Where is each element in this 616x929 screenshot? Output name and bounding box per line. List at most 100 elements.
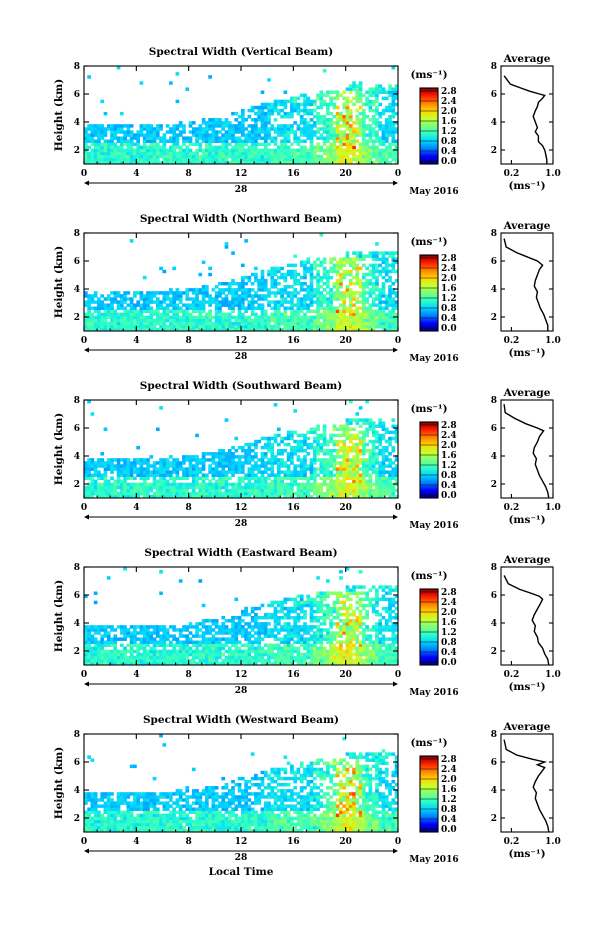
- heatmap-cell: [152, 467, 157, 471]
- heatmap-cell: [296, 300, 301, 304]
- heatmap-cell: [214, 133, 219, 137]
- heatmap-cell: [296, 445, 301, 450]
- heatmap-cell: [332, 291, 337, 295]
- heatmap-cell: [362, 430, 366, 435]
- heatmap-cell: [309, 309, 314, 314]
- heatmap-cell: [205, 640, 209, 644]
- heatmap-cell: [283, 278, 288, 283]
- heatmap-cell: [172, 461, 176, 465]
- heatmap-cell: [211, 622, 216, 626]
- heatmap-cell: [221, 154, 226, 159]
- heatmap-cell: [348, 321, 353, 326]
- heatmap-cell: [368, 458, 373, 462]
- heatmap-cell: [139, 625, 144, 629]
- heatmap-cell: [358, 111, 363, 116]
- heatmap-cell: [348, 142, 353, 147]
- heatmap-cell: [234, 111, 239, 116]
- heatmap-cell: [358, 491, 363, 496]
- heatmap-cell: [267, 482, 271, 487]
- heatmap-cell: [110, 130, 114, 134]
- heatmap-cell: [273, 482, 278, 487]
- heatmap-cell: [165, 303, 170, 307]
- heatmap-cell: [195, 628, 199, 632]
- heatmap-cell: [270, 479, 275, 484]
- heatmap-cell: [355, 300, 360, 304]
- heatmap-cell: [201, 603, 206, 608]
- heatmap-cell: [191, 464, 196, 468]
- heatmap-cell: [162, 485, 167, 490]
- heatmap-cell: [270, 154, 275, 159]
- heatmap-cell: [87, 309, 91, 314]
- heatmap-cell: [391, 93, 396, 98]
- heatmap-cell: [90, 297, 95, 301]
- heatmap-cell: [241, 297, 245, 301]
- heatmap-cell: [208, 315, 212, 320]
- heatmap-cell: [378, 154, 383, 159]
- heatmap-cell: [290, 263, 294, 268]
- heatmap-cell: [231, 467, 235, 471]
- heatmap-cell: [188, 652, 193, 657]
- heatmap-cell: [267, 494, 271, 499]
- heatmap-cell: [371, 467, 376, 471]
- heatmap-cell: [162, 145, 167, 150]
- heatmap-cell: [234, 124, 239, 128]
- heatmap-cell: [329, 485, 333, 490]
- heatmap-cell: [84, 294, 88, 298]
- heatmap-cell: [391, 87, 396, 91]
- heatmap-cell: [384, 145, 389, 150]
- heatmap-cell: [296, 148, 301, 153]
- heatmap-cell: [303, 476, 307, 481]
- heatmap-cell: [129, 318, 134, 323]
- colorbar-frame: [419, 87, 439, 165]
- heatmap-cell: [316, 160, 320, 165]
- heatmap-cell: [257, 118, 262, 122]
- heatmap-cell: [260, 321, 265, 326]
- heatmap-cell: [146, 127, 150, 131]
- heatmap-cell: [270, 306, 275, 310]
- heatmap-cell: [123, 661, 127, 666]
- heatmap-cell: [152, 628, 157, 632]
- heatmap-cell: [316, 118, 320, 122]
- heatmap-cell: [394, 130, 399, 134]
- heatmap-cell: [293, 121, 297, 125]
- heatmap-cell: [273, 285, 278, 289]
- heatmap-cell: [136, 470, 140, 474]
- heatmap-cell: [375, 312, 379, 317]
- heatmap-cell: [133, 294, 137, 298]
- heatmap-cell: [214, 160, 219, 165]
- heatmap-cell: [205, 494, 209, 499]
- heatmap-cell: [146, 473, 150, 477]
- x-tick-label: 16: [287, 336, 300, 346]
- heatmap-cell: [319, 278, 324, 283]
- heatmap-cell: [90, 473, 95, 477]
- heatmap-cell: [312, 452, 317, 456]
- heatmap-cell: [267, 108, 271, 113]
- heatmap-cell: [247, 115, 252, 119]
- heatmap-cell: [126, 494, 131, 499]
- heatmap-cell: [110, 300, 114, 304]
- heatmap-cell: [339, 263, 343, 268]
- heatmap-cell: [231, 145, 235, 150]
- heatmap-cell: [286, 130, 291, 134]
- heatmap-cell: [355, 115, 360, 119]
- heatmap-cell: [362, 327, 366, 332]
- heatmap-cell: [339, 479, 343, 484]
- heatmap-cell: [348, 145, 353, 150]
- heatmap-cell: [188, 136, 193, 140]
- heatmap-cell: [152, 300, 157, 304]
- heatmap-cell: [198, 124, 203, 128]
- heatmap-cell: [312, 473, 317, 477]
- heatmap-cell: [286, 111, 291, 116]
- heatmap-cell: [263, 455, 268, 459]
- heatmap-cell: [142, 297, 147, 301]
- heatmap-cell: [378, 151, 383, 156]
- heatmap-cell: [273, 278, 278, 283]
- heatmap-cell: [205, 327, 209, 332]
- heatmap-cell: [87, 467, 91, 471]
- heatmap-cell: [342, 102, 347, 107]
- heatmap-cell: [159, 315, 163, 320]
- heatmap-cell: [388, 485, 392, 490]
- heatmap-cell: [227, 470, 232, 474]
- heatmap-cell: [342, 473, 347, 477]
- heatmap-cell: [169, 643, 173, 648]
